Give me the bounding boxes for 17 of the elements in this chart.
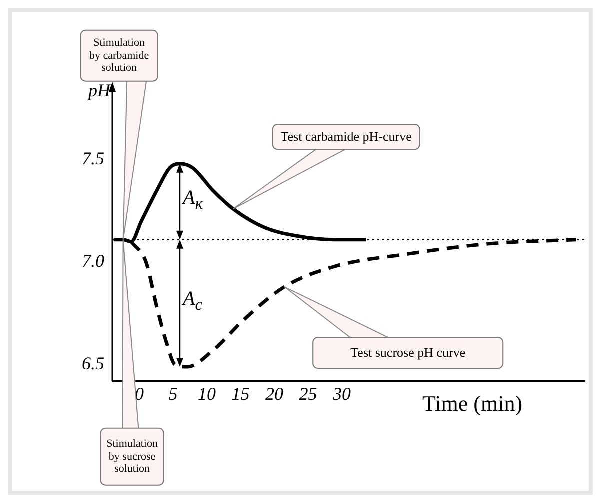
x-tick-label: 30 — [332, 384, 351, 404]
annotation: A$_{к}$ — [183, 186, 204, 213]
x-tick-label: 10 — [198, 384, 216, 404]
annotation: Test carbamide pH-curve — [280, 128, 412, 145]
x-tick-label: 15 — [232, 384, 250, 404]
annotation: A$_{c}$ — [183, 288, 203, 314]
y-tick-label: 7.0 — [82, 251, 104, 272]
y-tick-label: 6.5 — [82, 354, 104, 374]
y-tick-label: 7.5 — [82, 148, 104, 169]
annotation: Test sucrose pH curve — [350, 344, 466, 360]
x-tick-label: 20 — [266, 384, 284, 404]
x-axis-title: Time (min) — [422, 391, 523, 416]
x-tick-label: 5 — [168, 384, 178, 404]
x-tick-label: 25 — [299, 384, 318, 404]
text: Stimulation by carbamide solution — [90, 36, 150, 75]
text: Stimulation by sucrose solution — [106, 438, 158, 476]
y-axis-title: pH — [86, 80, 112, 101]
